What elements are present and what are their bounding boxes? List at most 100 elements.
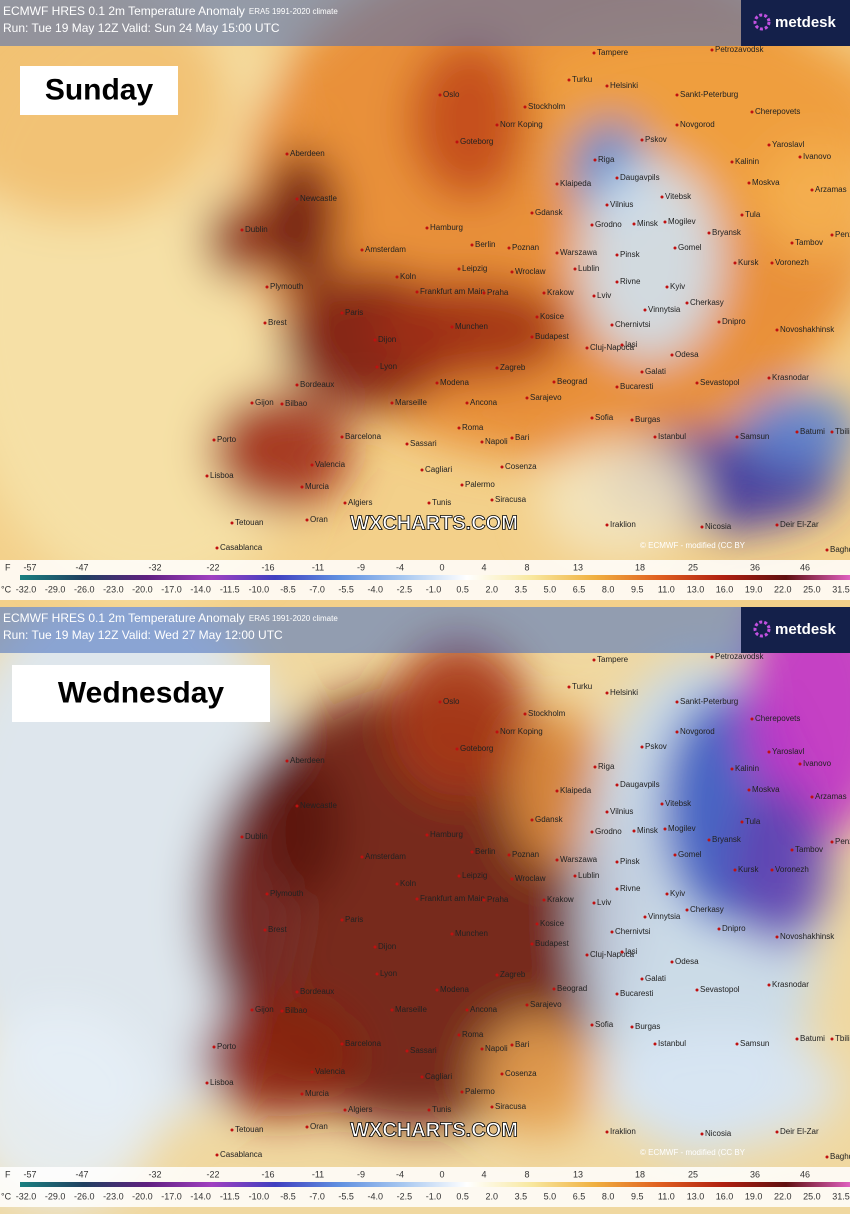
anomaly-area (260, 150, 340, 290)
city-label: Iasi (625, 947, 638, 956)
city-dot (675, 123, 679, 127)
city-dot (340, 435, 344, 439)
city-dot (733, 868, 737, 872)
city-dot (295, 804, 299, 808)
anomaly-area (0, 1007, 160, 1207)
city-label: Riga (598, 762, 615, 771)
city-dot (673, 246, 677, 250)
city-label: Siracusa (495, 1102, 527, 1111)
city-label: Lublin (578, 264, 599, 273)
city-dot (340, 1042, 344, 1046)
city-label: Gdansk (535, 208, 564, 217)
city-label: Cherepovets (755, 714, 800, 723)
city-dot (360, 248, 364, 252)
f-tick-label: -57 (23, 562, 36, 572)
city-dot (450, 325, 454, 329)
f-tick-label: 25 (688, 1169, 698, 1179)
c-tick-label: 31.5 (832, 584, 850, 594)
city-dot (630, 1025, 634, 1029)
anomaly-area (600, 1027, 840, 1147)
city-dot (620, 950, 624, 954)
city-label: Petrozavodsk (715, 45, 764, 54)
city-dot (830, 430, 834, 434)
city-label: Novoshakhinsk (780, 325, 835, 334)
city-dot (643, 915, 647, 919)
city-dot (523, 712, 527, 716)
anomaly-area (740, 607, 850, 837)
city-label: Brest (268, 318, 287, 327)
city-dot (427, 501, 431, 505)
city-label: Yaroslavl (772, 747, 805, 756)
city-dot (340, 918, 344, 922)
f-tick-label: -32 (148, 1169, 161, 1179)
city-label: Deir El-Zar (780, 520, 819, 529)
city-label: Chernivtsi (615, 320, 651, 329)
climate: ERA5 1991-2020 climate (249, 614, 338, 623)
city-dot (615, 280, 619, 284)
city-dot (420, 468, 424, 472)
title: ECMWF HRES 0.1 2m Temperature Anomaly (3, 611, 245, 625)
city-dot (435, 381, 439, 385)
city-label: Baghdad (830, 545, 850, 554)
c-tick-label: -1.0 (426, 584, 442, 594)
city-label: Gomel (678, 243, 702, 252)
city-dot (733, 261, 737, 265)
city-dot (640, 138, 644, 142)
c-tick-label: -20.0 (132, 1191, 153, 1201)
c-tick-label: 11.0 (658, 584, 675, 594)
f-tick-label: -47 (75, 562, 88, 572)
city-dot (460, 1090, 464, 1094)
city-label: Chernivtsi (615, 927, 651, 936)
city-label: Cherepovets (755, 107, 800, 116)
city-label: Pinsk (620, 857, 641, 866)
city-label: Lublin (578, 871, 599, 880)
city-dot (590, 1023, 594, 1027)
city-label: Murcia (305, 482, 330, 491)
city-label: Marseille (395, 398, 428, 407)
watermark: WXCHARTS.COM (350, 512, 518, 534)
city-label: Iraklion (610, 1127, 636, 1136)
anomaly-area (760, 140, 850, 260)
climate: ERA5 1991-2020 climate (249, 7, 338, 16)
city-label: Bordeaux (300, 987, 334, 996)
city-dot (675, 730, 679, 734)
city-label: Dijon (378, 335, 396, 344)
city-dot (770, 261, 774, 265)
city-label: Pskov (645, 135, 667, 144)
header-run: Run: Tue 19 May 12Z Valid: Sun 24 May 15… (3, 21, 280, 35)
city-label: Casablanca (220, 543, 263, 552)
city-label: Modena (440, 378, 469, 387)
city-label: Wroclaw (515, 267, 546, 276)
city-dot (615, 887, 619, 891)
colorbar (20, 575, 850, 580)
city-dot (747, 181, 751, 185)
city-dot (615, 253, 619, 257)
city-label: Sankt-Peterburg (680, 697, 738, 706)
city-dot (590, 223, 594, 227)
city-label: Berlin (475, 847, 495, 856)
city-dot (632, 829, 636, 833)
c-tick-label: 22.0 (774, 1191, 792, 1201)
city-dot (555, 182, 559, 186)
city-label: Casablanca (220, 1150, 263, 1159)
city-dot (305, 1125, 309, 1129)
c-tick-label: 19.0 (745, 584, 763, 594)
c-tick-label: 16.0 (716, 584, 734, 594)
anomaly-area (390, 637, 530, 797)
f-tick-label: -9 (357, 1169, 365, 1179)
city-dot (775, 1130, 779, 1134)
c-tick-label: -4.0 (368, 584, 384, 594)
c-tick-label: 25.0 (803, 1191, 821, 1201)
city-dot (695, 988, 699, 992)
city-dot (585, 953, 589, 957)
f-tick-label: -4 (396, 562, 404, 572)
city-label: Petrozavodsk (715, 652, 764, 661)
city-dot (605, 84, 609, 88)
city-label: Tampere (597, 48, 629, 57)
city-label: Ivanovo (803, 152, 832, 161)
city-label: Penza (835, 837, 850, 846)
city-label: Klaipeda (560, 786, 592, 795)
city-label: Lviv (597, 898, 611, 907)
city-dot (665, 285, 669, 289)
city-dot (510, 270, 514, 274)
